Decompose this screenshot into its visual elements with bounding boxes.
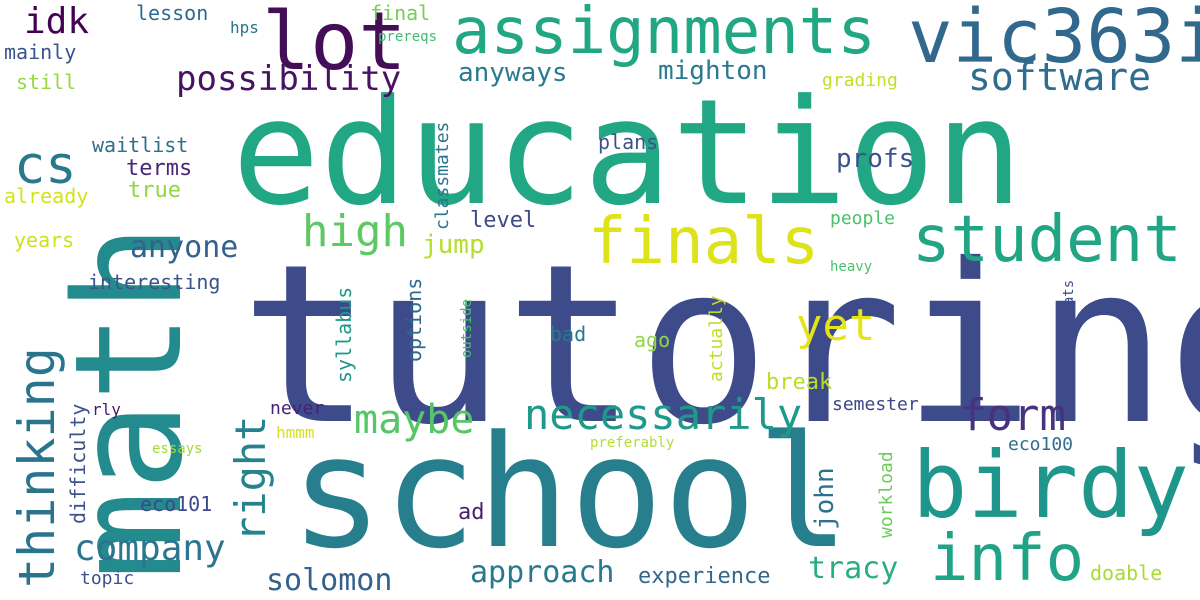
word-hmmm: hmmm (276, 423, 315, 442)
word-topic: topic (80, 568, 135, 589)
word-people: people (830, 208, 896, 229)
word-assignments: assignments (452, 0, 876, 69)
word-years: years (14, 228, 75, 252)
word-essays: essays (152, 441, 203, 457)
word-anyways: anyways (458, 58, 568, 88)
word-interesting: interesting (88, 270, 221, 294)
word-necessarily: necessarily (524, 390, 803, 439)
word-tracy: tracy (808, 551, 899, 586)
word-grading: grading (822, 70, 898, 91)
word-software: software (968, 55, 1152, 99)
word-still: still (16, 70, 77, 94)
word-student: student (912, 203, 1182, 277)
word-workload: workload (876, 451, 897, 538)
word-jump: jump (422, 230, 485, 260)
word-lot: lot (262, 0, 407, 88)
word-final: final (370, 1, 431, 25)
word-birdy: birdy (912, 432, 1189, 539)
word-thinking: thinking (8, 347, 66, 588)
word-preferably: preferably (590, 435, 675, 451)
word-mainly: mainly (4, 40, 77, 64)
word-approach: approach (470, 555, 615, 590)
word-cs: cs (14, 136, 77, 196)
word-vic363i: vic363i (908, 0, 1200, 80)
word-yet: yet (796, 300, 876, 351)
word-lesson: lesson (136, 1, 209, 25)
word-break: break (766, 370, 833, 395)
word-level: level (470, 208, 537, 233)
word-education: education (232, 68, 1024, 238)
word-rly: rly (92, 400, 121, 419)
word-bad: bad (550, 322, 587, 346)
word-tutoring: tutoring (240, 217, 1200, 473)
word-ago: ago (634, 328, 671, 352)
word-options: options (402, 277, 426, 362)
word-anyone: anyone (130, 230, 239, 265)
word-terms: terms (126, 156, 193, 181)
word-syllabus: syllabus (332, 286, 356, 383)
word-profs: profs (836, 144, 915, 174)
word-solomon: solomon (266, 563, 393, 598)
word-info: info (930, 522, 1085, 596)
word-actually: actually (706, 295, 727, 382)
word-true: true (128, 178, 181, 203)
word-john: john (810, 467, 840, 530)
word-never: never (270, 398, 325, 419)
word-waitlist: waitlist (92, 133, 189, 157)
word-eco101: eco101 (140, 492, 213, 516)
word-hps: hps (230, 18, 259, 37)
word-doable: doable (1090, 561, 1163, 585)
word-plans: plans (598, 130, 659, 154)
word-possibility: possibility (176, 59, 402, 99)
word-ad: ad (458, 500, 485, 525)
word-right: right (226, 415, 275, 542)
word-classmates: classmates (432, 121, 453, 230)
word-stats: stats (1061, 279, 1077, 322)
word-finals: finals (588, 205, 820, 279)
word-high: high (302, 206, 408, 257)
word-outside: outside (459, 298, 475, 358)
word-school: school (290, 402, 850, 583)
word-experience: experience (638, 564, 771, 589)
word-already: already (4, 184, 89, 208)
word-form: form (960, 390, 1066, 441)
word-semester: semester (832, 394, 919, 415)
word-mighton: mighton (658, 56, 768, 86)
word-maybe: maybe (354, 397, 475, 443)
word-difficulty: difficulty (66, 403, 90, 524)
word-eco100: eco100 (1008, 434, 1074, 455)
word-idk: idk (24, 1, 90, 42)
word-company: company (74, 528, 226, 569)
word-heavy: heavy (830, 259, 873, 275)
word-prereqs: prereqs (378, 29, 438, 45)
